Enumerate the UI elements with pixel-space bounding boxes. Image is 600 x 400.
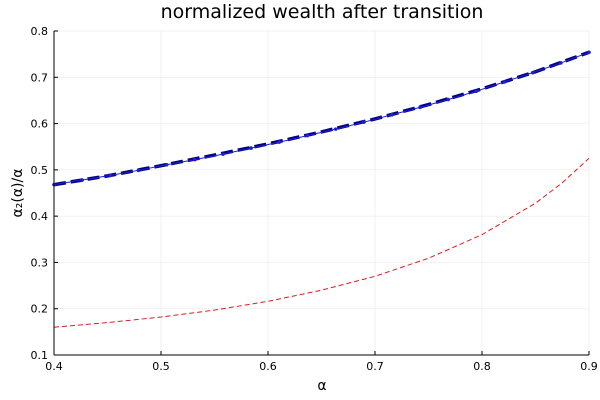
- series-1-point-6: [221, 152, 225, 156]
- series-line-2: [53, 157, 590, 328]
- series-1-point-7: [249, 146, 253, 150]
- series-1-point-2: [108, 173, 113, 178]
- plot-series: [52, 50, 591, 328]
- x-tick-label-5: 0.9: [580, 360, 598, 373]
- x-tick-label-2: 0.6: [259, 360, 277, 373]
- series-1-point-9: [305, 133, 310, 138]
- y-tick-label-6: 0.7: [31, 71, 49, 84]
- x-tick-label-3: 0.7: [366, 360, 384, 373]
- axes: 0.4 0.5 0.6 0.7 0.8 0.9 0.1 0.2 0.3 0.4 0.5 0.6 0.7 0…: [31, 25, 598, 373]
- x-tick-label-0: 0.4: [45, 360, 63, 373]
- series-line-1: [53, 51, 590, 186]
- series-1-point-18: [559, 61, 563, 65]
- series-1-point-16: [502, 80, 507, 84]
- series-1-point-5: [193, 157, 197, 162]
- series-1-point-11: [361, 120, 366, 124]
- series-1-point-17: [530, 70, 535, 75]
- series-1-point-14: [446, 97, 450, 102]
- series-1-point-1: [80, 178, 84, 182]
- series-1-point-15: [474, 89, 479, 93]
- series-1-point-10: [333, 127, 338, 131]
- chart-title: normalized wealth after transition: [161, 1, 484, 23]
- x-tick-label-1: 0.5: [152, 360, 170, 373]
- x-tick-label-4: 0.8: [473, 360, 491, 373]
- y-tick-label-4: 0.5: [31, 164, 49, 177]
- x-axis-label: α: [317, 378, 326, 394]
- y-tick-label-2: 0.3: [31, 256, 49, 269]
- y-tick-label-5: 0.6: [31, 118, 49, 131]
- series-1-point-8: [277, 140, 282, 144]
- y-tick-label-7: 0.8: [31, 25, 49, 38]
- series-1-point-13: [418, 105, 422, 110]
- series-1-point-3: [136, 168, 141, 173]
- series-1-point-12: [390, 112, 394, 117]
- y-axis-label: α₂(α)/α: [10, 169, 26, 218]
- series-line-0: [53, 50, 590, 187]
- y-tick-label-0: 0.1: [31, 349, 49, 362]
- y-tick-label-3: 0.4: [31, 210, 49, 223]
- y-tick-label-1: 0.2: [31, 303, 49, 316]
- series-1-point-19: [587, 50, 591, 55]
- series-1-point-4: [164, 162, 169, 167]
